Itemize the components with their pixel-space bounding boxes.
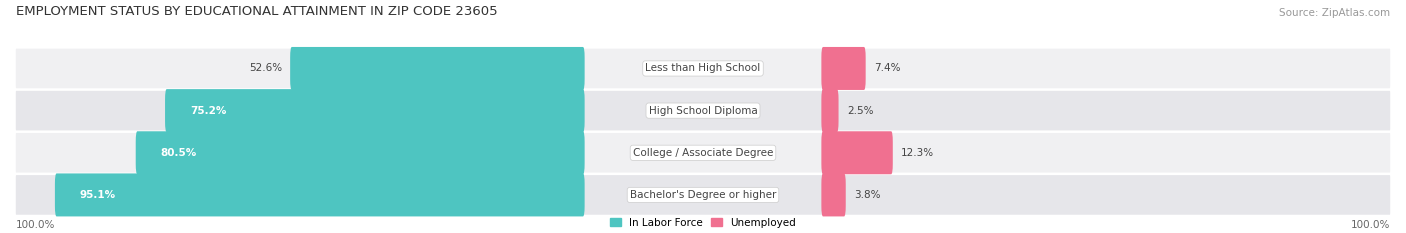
Text: 100.0%: 100.0% xyxy=(15,220,55,230)
FancyBboxPatch shape xyxy=(15,175,1391,215)
Text: 80.5%: 80.5% xyxy=(160,148,197,158)
Text: 3.8%: 3.8% xyxy=(853,190,880,200)
FancyBboxPatch shape xyxy=(290,47,585,90)
FancyBboxPatch shape xyxy=(55,173,585,216)
Text: 95.1%: 95.1% xyxy=(80,190,117,200)
Text: 52.6%: 52.6% xyxy=(249,63,281,73)
Text: Bachelor's Degree or higher: Bachelor's Degree or higher xyxy=(630,190,776,200)
FancyBboxPatch shape xyxy=(821,173,846,216)
Text: High School Diploma: High School Diploma xyxy=(648,106,758,116)
Text: 75.2%: 75.2% xyxy=(190,106,226,116)
Text: 100.0%: 100.0% xyxy=(1351,220,1391,230)
FancyBboxPatch shape xyxy=(821,131,893,174)
Text: 2.5%: 2.5% xyxy=(846,106,873,116)
FancyBboxPatch shape xyxy=(15,91,1391,130)
Text: Less than High School: Less than High School xyxy=(645,63,761,73)
Text: 12.3%: 12.3% xyxy=(901,148,934,158)
Text: EMPLOYMENT STATUS BY EDUCATIONAL ATTAINMENT IN ZIP CODE 23605: EMPLOYMENT STATUS BY EDUCATIONAL ATTAINM… xyxy=(15,5,498,18)
FancyBboxPatch shape xyxy=(165,89,585,132)
FancyBboxPatch shape xyxy=(15,133,1391,173)
FancyBboxPatch shape xyxy=(15,49,1391,88)
FancyBboxPatch shape xyxy=(821,89,838,132)
Legend: In Labor Force, Unemployed: In Labor Force, Unemployed xyxy=(606,214,800,232)
FancyBboxPatch shape xyxy=(821,47,866,90)
FancyBboxPatch shape xyxy=(136,131,585,174)
Text: College / Associate Degree: College / Associate Degree xyxy=(633,148,773,158)
Text: Source: ZipAtlas.com: Source: ZipAtlas.com xyxy=(1279,8,1391,18)
Text: 7.4%: 7.4% xyxy=(875,63,900,73)
